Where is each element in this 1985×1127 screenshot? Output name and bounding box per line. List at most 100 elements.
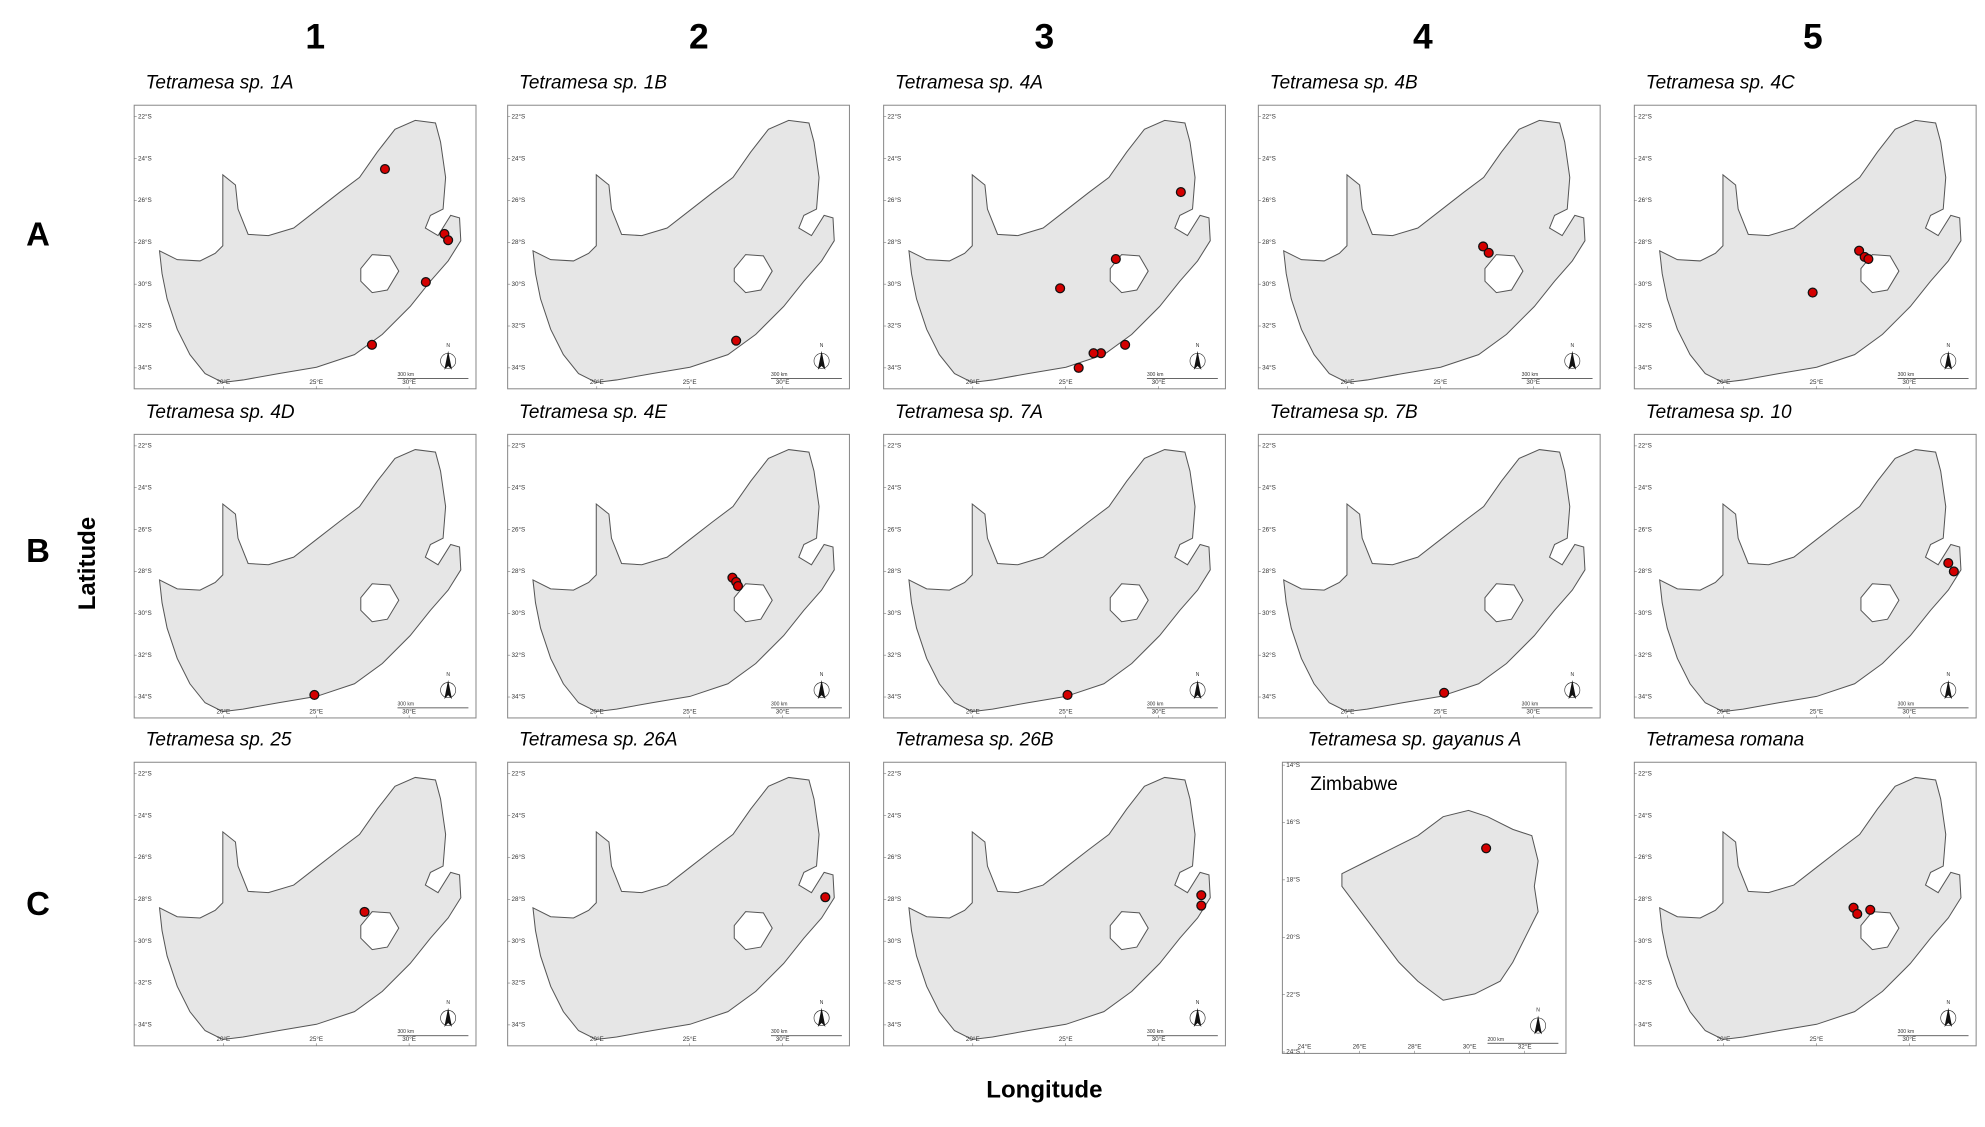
y-tick-label: 26°S — [138, 525, 152, 533]
y-tick-label: 30°S — [138, 280, 152, 288]
y-tick-label: 30°S — [511, 280, 525, 288]
y-tick-label: 34°S — [138, 693, 152, 701]
occurrence-point — [1863, 253, 1874, 265]
column-label: 1 — [305, 17, 325, 57]
occurrence-point — [1483, 247, 1494, 258]
y-tick-label: 34°S — [1638, 693, 1652, 701]
occurrence-point — [1481, 843, 1492, 854]
scale-label: 300 km — [1147, 701, 1164, 707]
y-tick-label: 18°S — [1286, 876, 1300, 884]
y-tick-label: 24°S — [887, 154, 901, 162]
occurrence-point — [1854, 245, 1865, 256]
north-label: N — [446, 1000, 450, 1006]
scale-label: 300 km — [1898, 1029, 1915, 1035]
x-tick-label: 25°E — [1059, 378, 1073, 386]
north-label: N — [820, 343, 824, 349]
panel-title: Tetramesa sp. 26A — [519, 730, 678, 751]
x-tick-label: 20°E — [590, 707, 604, 715]
y-tick-label: 30°S — [1638, 937, 1652, 945]
north-label: N — [1196, 672, 1200, 678]
country-outline — [1341, 809, 1539, 1001]
y-tick-label: 22°S — [1638, 442, 1652, 450]
occurrence-point — [1120, 339, 1131, 350]
y-tick-label: 20°S — [1286, 933, 1300, 941]
x-tick-label: 26°E — [1353, 1043, 1367, 1051]
map-panel: Tetramesa sp. 4C 22°S 24°S 26°S 28°S 30°S 32°S… — [1633, 73, 1977, 390]
panel-title: Tetramesa sp. 26B — [895, 730, 1054, 751]
y-tick-label: 32°S — [511, 651, 525, 659]
row-label: C — [26, 885, 50, 922]
x-tick-label: 20°E — [966, 707, 980, 715]
x-tick-label: 30°E — [1902, 378, 1916, 386]
y-tick-label: 24°S — [1638, 483, 1652, 491]
occurrence-point — [420, 277, 431, 288]
map-panel: Tetramesa sp. 4E 22°S 24°S 26°S 28°S 30°S 32°S… — [507, 402, 850, 719]
y-tick-label: 28°S — [511, 567, 525, 575]
x-tick-label: 25°E — [683, 378, 697, 386]
y-tick-label: 24°S — [511, 154, 525, 162]
y-tick-label: 24°S — [138, 483, 152, 491]
y-tick-label: 28°S — [1638, 895, 1652, 903]
north-arrow — [1944, 350, 1953, 370]
y-tick-label: 32°S — [1638, 979, 1652, 987]
y-tick-label: 34°S — [1262, 364, 1276, 372]
x-tick-label: 30°E — [1152, 378, 1166, 386]
scale-label: 300 km — [398, 372, 415, 378]
scale-label: 300 km — [771, 701, 788, 707]
scale-label: 300 km — [1898, 701, 1915, 707]
north-label: N — [820, 1000, 824, 1006]
y-tick-label: 28°S — [887, 567, 901, 575]
x-tick-label: 20°E — [966, 1035, 980, 1043]
north-label: N — [1196, 343, 1200, 349]
y-tick-label: 22°S — [1262, 112, 1276, 120]
y-tick-label: 22°S — [511, 442, 525, 450]
y-tick-label: 34°S — [138, 364, 152, 372]
y-tick-label: 28°S — [887, 238, 901, 246]
y-tick-label: 30°S — [1262, 280, 1276, 288]
map-panel: Tetramesa sp. 4B 22°S 24°S 26°S 28°S 30°S 32°S… — [1257, 73, 1601, 390]
y-tick-label: 28°S — [1262, 238, 1276, 246]
panel-title: Tetramesa sp. 10 — [1646, 402, 1792, 423]
y-tick-label: 22°S — [1638, 769, 1652, 777]
x-tick-label: 30°E — [1152, 707, 1166, 715]
north-label: N — [446, 672, 450, 678]
y-tick-label: 22°S — [511, 769, 525, 777]
country-label: Zimbabwe — [1310, 774, 1398, 795]
y-tick-label: 34°S — [887, 693, 901, 701]
scale-label: 300 km — [1147, 372, 1164, 378]
occurrence-point — [1196, 900, 1207, 911]
y-tick-label: 32°S — [1262, 322, 1276, 330]
y-tick-label: 28°S — [138, 895, 152, 903]
panel-title: Tetramesa sp. 7A — [895, 402, 1043, 423]
north-arrow — [444, 1007, 452, 1027]
y-tick-label: 26°S — [511, 853, 525, 861]
x-tick-label: 25°E — [309, 378, 323, 386]
y-tick-label: 32°S — [1262, 651, 1276, 659]
y-tick-label: 34°S — [1262, 693, 1276, 701]
occurrence-point — [1943, 558, 1954, 569]
y-tick-label: 28°S — [138, 238, 152, 246]
y-tick-label: 30°S — [511, 609, 525, 617]
panel-title: Tetramesa sp. 25 — [146, 730, 292, 751]
x-axis-label: Longitude — [986, 1077, 1102, 1104]
panel-title: Tetramesa sp. 4E — [519, 402, 667, 423]
y-tick-label: 34°S — [138, 1021, 152, 1029]
occurrence-point — [1055, 283, 1066, 294]
y-tick-label: 26°S — [138, 196, 152, 204]
occurrence-point — [1175, 187, 1186, 198]
scale-label: 300 km — [1522, 701, 1539, 707]
y-tick-label: 30°S — [1262, 609, 1276, 617]
y-tick-label: 24°S — [138, 154, 152, 162]
y-tick-label: 32°S — [138, 979, 152, 987]
y-tick-label: 26°S — [138, 853, 152, 861]
scale-label: 300 km — [771, 372, 788, 378]
x-tick-label: 25°E — [1809, 707, 1823, 715]
y-tick-label: 30°S — [1638, 609, 1652, 617]
map-panel: Tetramesa sp. 26B 22°S 24°S 26°S 28°S 30°S 32°… — [883, 730, 1226, 1047]
y-tick-label: 30°S — [887, 609, 901, 617]
occurrence-point — [731, 335, 742, 346]
y-tick-label: 28°S — [138, 567, 152, 575]
y-tick-label: 22°S — [1262, 442, 1276, 450]
occurrence-point — [1073, 362, 1084, 373]
occurrence-point — [1088, 348, 1099, 359]
